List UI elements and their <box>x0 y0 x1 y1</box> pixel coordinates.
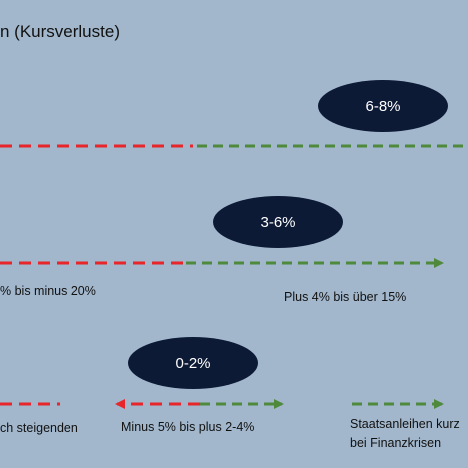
label-low-left: ch steigenden <box>0 421 78 435</box>
label-low-right-1: Staatsanleihen kurz <box>350 417 460 431</box>
label-mid-left: % bis minus 20% <box>0 284 96 298</box>
oval-3-6-label: 3-6% <box>260 213 296 231</box>
label-low-mid: Minus 5% bis plus 2-4% <box>121 420 255 434</box>
oval-6-8-label: 6-8% <box>365 97 401 115</box>
diagram-title: n (Kursverluste) <box>0 22 120 41</box>
oval-6-8: 6-8% <box>318 80 448 132</box>
label-mid-right: Plus 4% bis über 15% <box>284 290 407 304</box>
oval-3-6: 3-6% <box>213 196 343 248</box>
label-low-right-2: bei Finanzkrisen <box>350 436 442 450</box>
oval-0-2-label: 0-2% <box>175 354 211 372</box>
oval-0-2: 0-2% <box>128 337 258 389</box>
